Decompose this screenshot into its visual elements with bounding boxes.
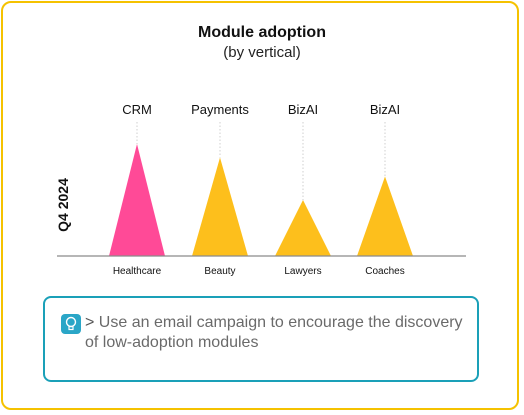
category-label: Beauty — [204, 266, 235, 277]
triangle-mark — [275, 200, 331, 256]
category-label: Lawyers — [284, 266, 321, 277]
module-label: BizAI — [288, 102, 318, 117]
callout-message: Use an email campaign to encourage the d… — [85, 314, 463, 351]
category-label: Coaches — [365, 266, 404, 277]
chart-subtitle: (by vertical) — [223, 44, 301, 61]
lightbulb-icon — [61, 314, 81, 334]
module-label: Payments — [191, 102, 249, 117]
series-layer: CRM Healthcare Payments Beauty BizAI Lawyers B… — [109, 102, 413, 277]
callout-prefix: > — [85, 314, 95, 331]
category-label: Healthcare — [113, 266, 162, 277]
triangle-mark — [109, 144, 165, 256]
y-axis-label: Q4 2024 — [55, 178, 71, 232]
triangle-mark — [192, 157, 248, 256]
module-label: CRM — [122, 102, 152, 117]
callout-text: > Use an email campaign to encourage the… — [85, 313, 465, 353]
triangle-mark — [357, 176, 413, 256]
chart-card — [1, 1, 519, 410]
chart-title: Module adoption — [198, 24, 326, 41]
insight-callout: > Use an email campaign to encourage the… — [43, 296, 479, 382]
module-label: BizAI — [370, 102, 400, 117]
